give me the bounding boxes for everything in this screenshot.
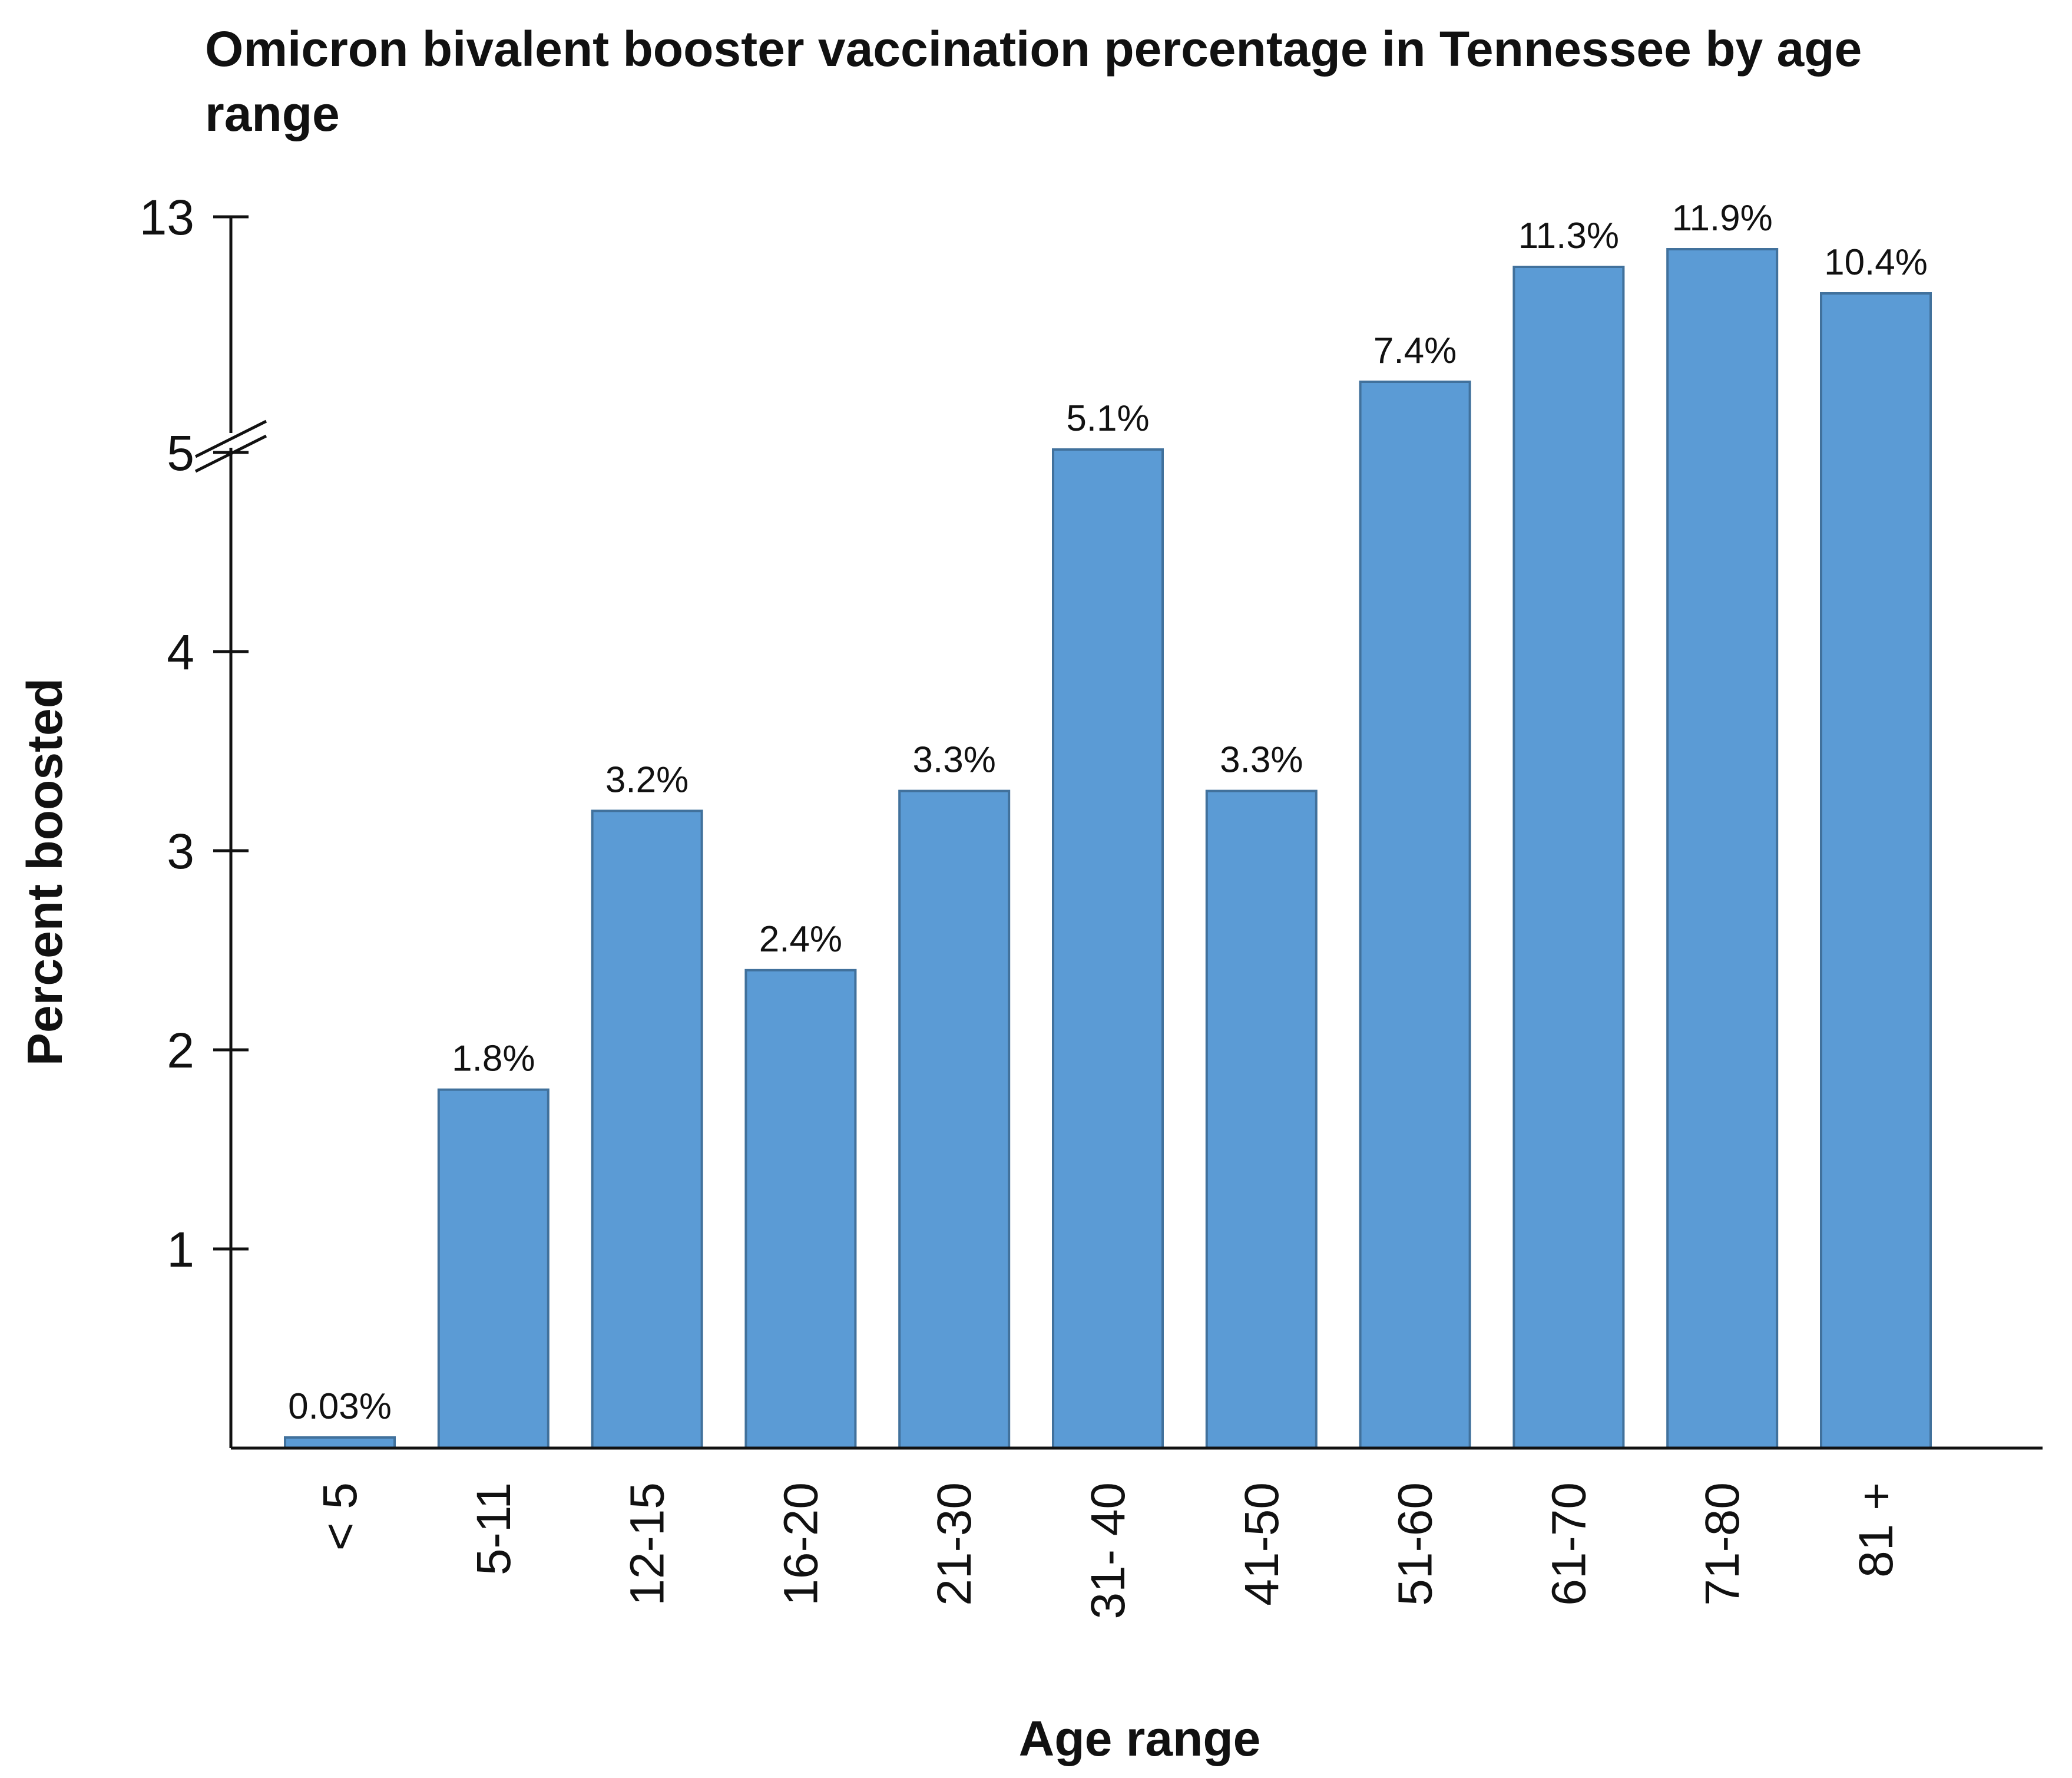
bar-5-11 [437,1088,550,1449]
bar-71-80 [1666,248,1779,1449]
bar-21-30 [898,789,1011,1449]
y-tick-label: 2 [167,1023,194,1078]
bars-layer [284,248,1932,1450]
category-label: 12-15 [621,1482,674,1606]
y-tick-label: 3 [167,824,194,879]
category-label: 5-11 [467,1482,521,1575]
category-label: 71-80 [1696,1482,1749,1606]
axis-layer: 1 2 3 4 5 13 [140,190,2043,1450]
data-label: 3.2% [605,759,689,800]
data-label: 3.3% [1220,740,1303,781]
category-label: < 5 [313,1482,367,1551]
y-tick-label: 13 [140,190,194,245]
bar-51-60 [1359,381,1471,1449]
chart-title: Omicron bivalent booster vaccination per… [205,21,1862,141]
data-label: 5.1% [1066,398,1149,439]
data-label: 7.4% [1373,331,1457,371]
data-label: 3.3% [913,740,996,781]
bar-5 [284,1436,396,1449]
bar-61-70 [1512,266,1625,1449]
labels-layer: 0.03% < 5 1.8% 5-11 3.2% 12-15 2.4% 16-20 3.3% 21… [288,198,1928,1620]
y-tick-label: 1 [167,1222,194,1277]
bar-16-20 [744,969,857,1450]
data-label: 0.03% [288,1386,392,1427]
category-label: 61-70 [1542,1482,1596,1606]
category-label: 16-20 [774,1482,828,1606]
bar-12-15 [591,809,703,1449]
data-label: 11.9% [1672,198,1773,239]
bar-81 [1820,292,1932,1449]
y-tick-label: 5 [167,425,194,481]
category-label: 21-30 [928,1482,981,1606]
category-label: 81 + [1849,1482,1903,1578]
category-label: 51-60 [1389,1482,1442,1606]
category-label: 31- 40 [1081,1482,1135,1620]
data-label: 2.4% [759,919,842,960]
y-axis-title: Percent boosted [17,678,72,1066]
data-label: 1.8% [452,1039,535,1079]
data-label: 11.3% [1518,216,1619,256]
data-label: 10.4% [1824,242,1928,283]
axis-break-mark-upper [194,419,267,458]
x-axis-title: Age range [1019,1711,1261,1766]
bar-31-40 [1052,448,1164,1449]
bar-41-50 [1205,789,1318,1449]
y-tick-label: 4 [167,624,194,680]
category-label: 41-50 [1235,1482,1289,1606]
